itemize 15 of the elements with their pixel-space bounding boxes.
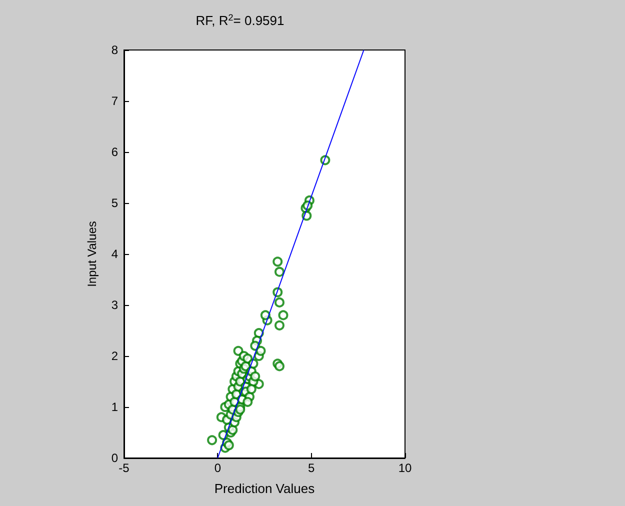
y-tick-label: 7 (111, 94, 118, 108)
y-tick-label: 5 (111, 196, 118, 210)
y-tick-label: 0 (111, 451, 118, 465)
y-axis-title: Input Values (85, 221, 99, 287)
y-tick-label: 3 (111, 298, 118, 312)
x-tick-label: 5 (308, 461, 315, 475)
x-tick-label: -5 (118, 461, 130, 475)
y-tick-label: 2 (111, 349, 118, 363)
y-tick-label: 8 (111, 43, 118, 57)
x-tick-label: 10 (398, 461, 412, 475)
y-tick-label: 6 (111, 145, 118, 159)
x-tick-label: 0 (214, 461, 222, 475)
y-tick-label: 1 (111, 400, 118, 414)
x-axis-title: Prediction Values (214, 481, 316, 496)
y-tick-label: 4 (111, 247, 118, 261)
